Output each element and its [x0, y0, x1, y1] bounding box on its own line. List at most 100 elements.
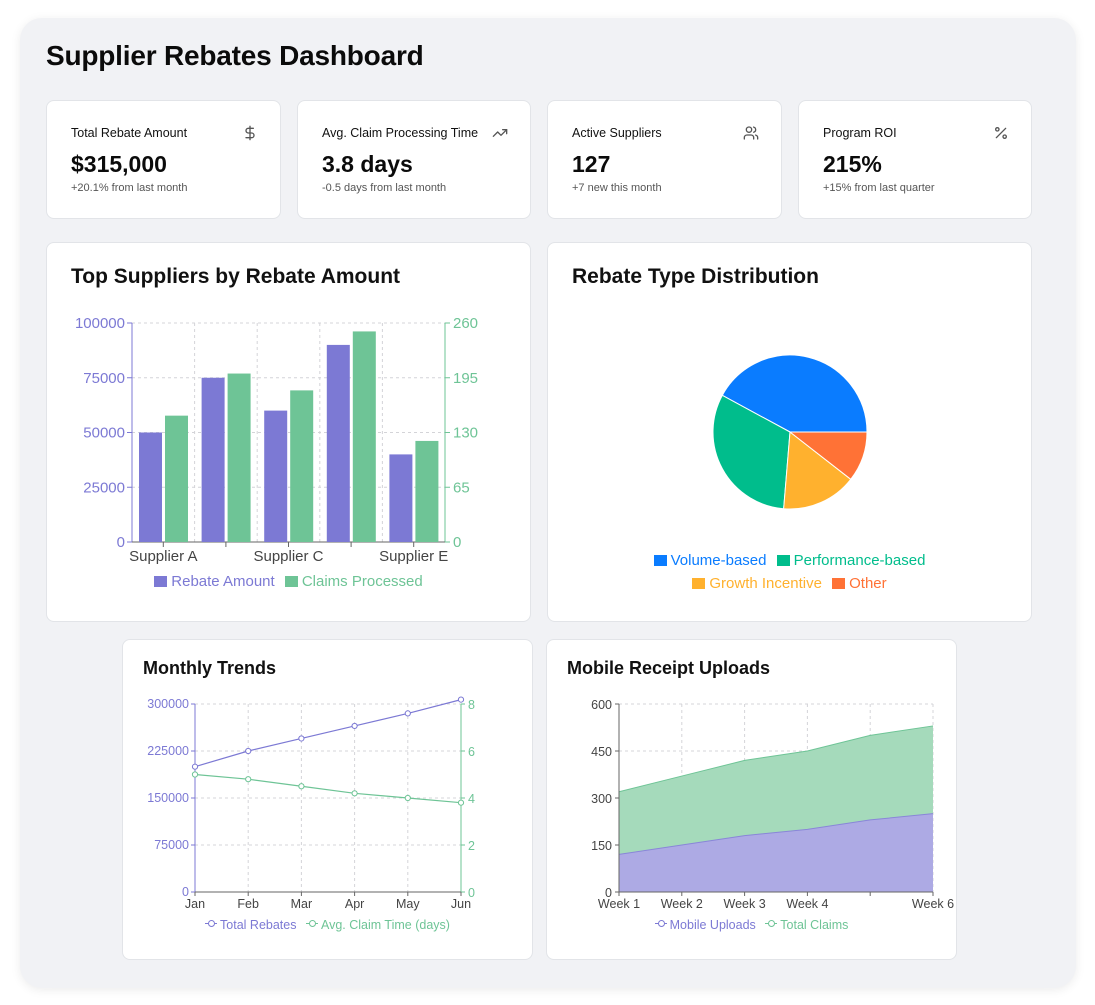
legend-marker	[305, 920, 318, 928]
y-tick-label: 0	[468, 886, 475, 900]
line-total-claims	[618, 725, 934, 793]
pie-slice-performance-based	[712, 394, 791, 510]
y-tick-label: 195	[453, 370, 478, 387]
rebate-type-card: Rebate Type Distribution Volume-based Pe…	[547, 242, 1032, 622]
legend-item-performance-based[interactable]: Performance-based	[776, 549, 926, 572]
legend-swatch	[154, 576, 168, 587]
x-tick-label: Mar	[291, 897, 313, 911]
legend-item-total-rebates[interactable]: Total Rebates	[205, 918, 296, 932]
kpi-card-total-rebate: Total Rebate Amount $315,000 +20.1% from…	[46, 100, 281, 219]
y-tick-label: 600	[591, 698, 612, 712]
x-tick-label: Week 1	[598, 897, 640, 911]
legend-item-other[interactable]: Other	[832, 572, 887, 595]
y-tick-label: 450	[591, 745, 612, 759]
kpi-value: 3.8 days	[322, 151, 413, 177]
bar-claims-processed	[227, 373, 251, 542]
bar-claims-processed	[290, 390, 314, 542]
kpi-card-claim-time: Avg. Claim Processing Time 3.8 days -0.5…	[297, 100, 531, 219]
kpi-value: 127	[572, 151, 611, 177]
kpi-value: 215%	[823, 151, 882, 177]
point-avg-claim-time	[351, 790, 358, 797]
y-tick-label: 260	[453, 315, 478, 332]
legend-label: Avg. Claim Time (days)	[320, 918, 450, 932]
page-title: Supplier Rebates Dashboard	[46, 40, 424, 71]
legend-item-growth-incentive[interactable]: Growth Incentive	[692, 572, 822, 595]
chart-legend: Total Rebates Avg. Claim Time (days)	[123, 918, 532, 932]
point-total-rebates	[191, 763, 199, 770]
bar-rebate-amount	[326, 344, 350, 542]
y-tick-label: 0	[117, 534, 125, 551]
y-tick-label: 75000	[83, 370, 125, 387]
legend-label: Growth Incentive	[709, 575, 822, 592]
y-tick-label: 6	[468, 745, 475, 759]
y-tick-label: 25000	[83, 479, 125, 496]
point-total-rebates	[298, 735, 305, 742]
y-tick-label: 8	[468, 698, 475, 712]
legend-item-volume-based[interactable]: Volume-based	[653, 549, 767, 572]
legend-label: Other	[849, 575, 887, 592]
legend-item-avg-claim-time[interactable]: Avg. Claim Time (days)	[305, 918, 450, 932]
legend-item-mobile-uploads[interactable]: Mobile Uploads	[654, 918, 756, 932]
y-tick-label: 65	[453, 479, 470, 496]
legend-swatch	[653, 555, 667, 566]
x-tick-label: Week 4	[786, 897, 828, 911]
legend-label: Mobile Uploads	[669, 918, 756, 932]
chart-title: Rebate Type Distribution	[572, 265, 819, 288]
pie-slice-volume-based	[721, 354, 868, 433]
kpi-change: +20.1% from last month	[71, 182, 188, 194]
users-icon	[743, 126, 759, 140]
legend-item-claims-processed[interactable]: Claims Processed	[284, 573, 423, 590]
kpi-label: Program ROI	[823, 126, 897, 140]
trending-up-icon	[492, 129, 508, 137]
chart-title: Monthly Trends	[143, 658, 277, 678]
y-tick-label: 4	[468, 792, 475, 806]
y-tick-label: 150	[591, 839, 612, 853]
area-mobile-uploads	[619, 813, 933, 892]
legend-item-rebate-amount[interactable]: Rebate Amount	[154, 573, 275, 590]
x-tick-label: Supplier E	[379, 548, 448, 565]
point-avg-claim-time	[298, 783, 305, 790]
y-tick-label: 225000	[147, 744, 189, 758]
x-tick-label: Jan	[185, 897, 205, 911]
dollar-icon	[245, 125, 255, 141]
top-suppliers-bar-chart: 0 25000 50000 75000 100000 0 65 130 195 260 Suppli…	[75, 315, 478, 565]
x-tick-label: Jun	[451, 897, 471, 911]
line-total-rebates	[194, 699, 462, 768]
bar-rebate-amount	[389, 454, 413, 542]
chart-legend: Mobile Uploads Total Claims	[547, 918, 956, 932]
y-tick-label: 130	[453, 425, 478, 442]
point-avg-claim-time	[191, 771, 199, 778]
y-tick-label: 2	[468, 839, 475, 853]
y-tick-label: 0	[453, 534, 461, 551]
kpi-change: +7 new this month	[572, 182, 662, 194]
point-total-rebates	[457, 696, 465, 703]
legend-swatch	[832, 578, 846, 589]
bar-rebate-amount	[201, 377, 225, 542]
line-avg-claim-time	[194, 773, 462, 804]
bar-claims-processed	[165, 415, 188, 542]
kpi-change: -0.5 days from last month	[322, 182, 447, 194]
y-tick-label: 0	[182, 885, 189, 899]
legend-item-total-claims[interactable]: Total Claims	[765, 918, 848, 932]
legend-label: Total Rebates	[220, 918, 297, 932]
x-tick-label: Week 6	[912, 897, 954, 911]
y-tick-label: 100000	[75, 315, 125, 332]
kpi-card-program-roi: Program ROI 215% +15% from last quarter	[798, 100, 1032, 219]
legend-marker	[765, 920, 778, 928]
chart-title: Top Suppliers by Rebate Amount	[71, 265, 401, 288]
monthly-trends-line-chart: 0 75000 150000 225000 300000 0 2 4 6 8 Jan Feb Mar Ap…	[147, 696, 475, 911]
legend-label: Claims Processed	[301, 573, 423, 590]
x-tick-label: May	[396, 897, 420, 911]
percent-icon	[995, 127, 1007, 139]
chart-title: Mobile Receipt Uploads	[567, 658, 771, 678]
kpi-label: Total Rebate Amount	[71, 126, 188, 140]
x-tick-label: Week 3	[724, 897, 766, 911]
area-total-claims	[619, 725, 933, 855]
legend-label: Total Claims	[780, 918, 849, 932]
y-tick-label: 0	[605, 886, 612, 900]
line-mobile-uploads	[618, 813, 934, 855]
point-total-rebates	[404, 710, 411, 717]
y-tick-label: 75000	[154, 838, 189, 852]
legend-label: Performance-based	[793, 552, 926, 569]
legend-swatch	[284, 576, 298, 587]
